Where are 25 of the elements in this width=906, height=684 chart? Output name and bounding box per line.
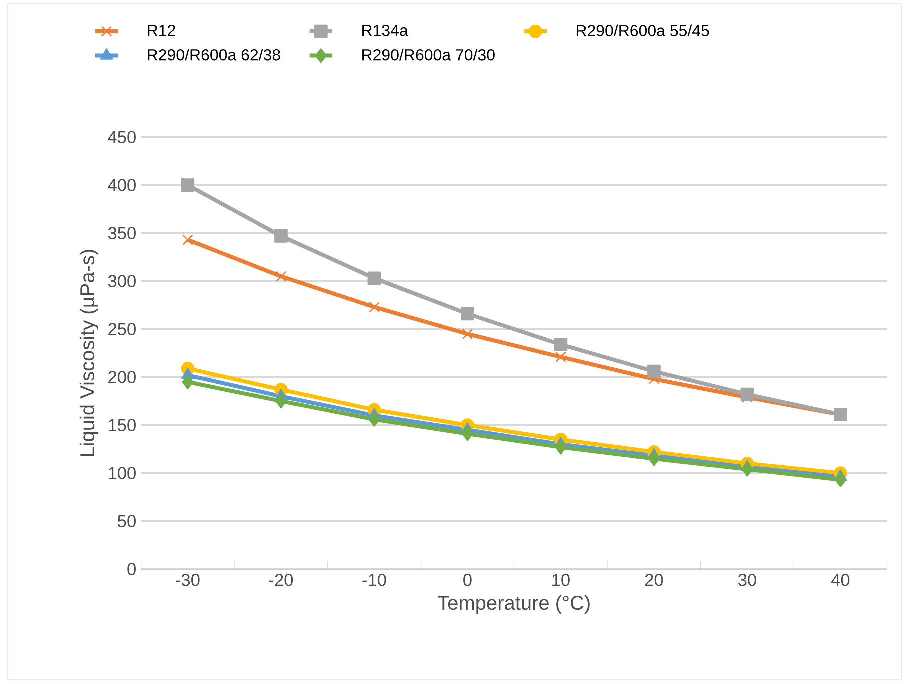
y-tick-label: 150	[109, 419, 136, 432]
x-tick-label: 40	[831, 574, 850, 586]
y-tick-label: 300	[108, 275, 136, 288]
y-tick-label: 0	[128, 563, 136, 576]
y-tick-label: 400	[108, 179, 136, 192]
legend-label: R290/R600a 70/30	[362, 49, 495, 61]
x-tick-label: 10	[552, 574, 570, 586]
x-tick-label: -20	[269, 574, 294, 586]
x-tick-label: -30	[176, 574, 200, 586]
y-tick-label: 450	[108, 131, 136, 144]
legend-label: R12	[148, 24, 176, 36]
y-tick-label: 350	[108, 227, 136, 240]
legend-label: R134a	[362, 24, 408, 36]
x-tick-label: -10	[362, 574, 386, 586]
legend-label: R290/R600a 55/45	[576, 24, 710, 36]
x-tick-label: 30	[738, 574, 756, 586]
x-axis-title: Temperature (°C)	[438, 595, 590, 614]
x-tick-label: 20	[645, 574, 664, 586]
x-tick-label: 0	[464, 574, 472, 586]
legend-label: R290/R600a 62/38	[148, 49, 280, 61]
y-axis-title: Liquid Viscosity (µPa-s)	[80, 250, 99, 456]
y-tick-label: 200	[108, 371, 136, 384]
y-tick-label: 50	[118, 515, 136, 528]
y-tick-label: 100	[109, 467, 136, 480]
y-tick-label: 250	[108, 323, 136, 336]
